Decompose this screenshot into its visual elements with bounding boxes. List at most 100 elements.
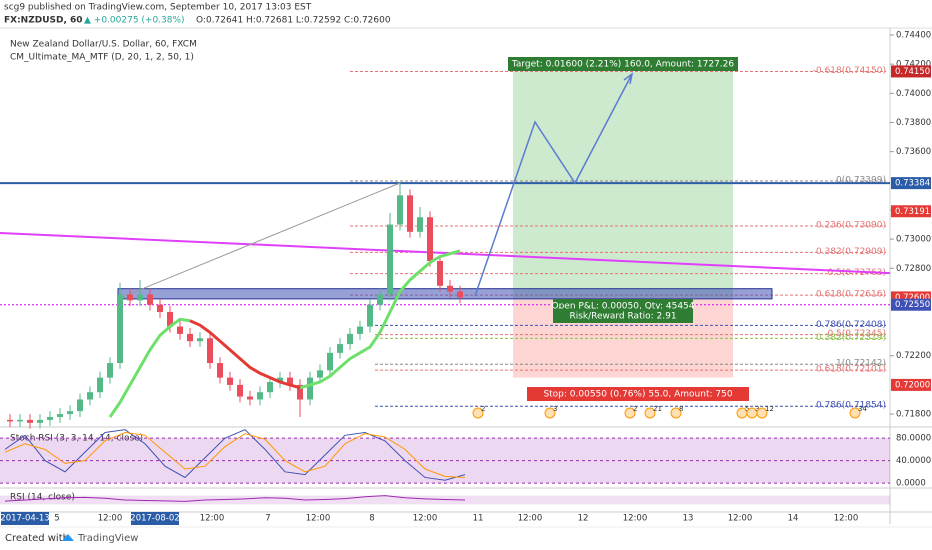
- candle-body: [347, 333, 353, 345]
- candle-body: [97, 377, 103, 393]
- event-label: 2: [633, 405, 637, 413]
- fib-label: 0.5(0.72763): [827, 268, 886, 278]
- event-icon: [472, 407, 484, 419]
- support-zone: [117, 288, 773, 300]
- candle-body: [417, 217, 423, 232]
- ma-line: [108, 249, 461, 418]
- candle-body: [327, 352, 333, 371]
- event-label: 21: [653, 405, 662, 413]
- event-label: 34: [858, 405, 867, 413]
- price-tag-label: 0.72600: [895, 293, 930, 303]
- rr-label-box: [553, 309, 693, 323]
- fib-label: 0.236(0.73090): [816, 220, 886, 230]
- chart-title: New Zealand Dollar/U.S. Dollar, 60, FXCM: [10, 40, 197, 50]
- candle-body: [147, 294, 153, 305]
- fib-label: 0.382(0.72319): [816, 333, 886, 343]
- event-icon: [849, 407, 861, 419]
- event-label: 3: [553, 405, 557, 413]
- candle-body: [387, 224, 393, 295]
- event-label: 3: [755, 405, 759, 413]
- candle-body: [357, 326, 363, 334]
- x-tick-label: 12:00: [413, 514, 438, 524]
- fib-label: 0.786(0.72408): [816, 320, 886, 330]
- candle-body: [207, 338, 213, 364]
- y-tick-label: 0.74000: [896, 89, 931, 99]
- candle-body: [257, 392, 263, 400]
- candle-body: [67, 411, 73, 415]
- candle-body: [157, 304, 163, 313]
- price-tag: [891, 177, 931, 190]
- stoch-k: [4, 429, 466, 481]
- price-tag: [891, 298, 931, 311]
- candle-body: [17, 419, 23, 422]
- event-label: 2: [481, 405, 485, 413]
- candle-body: [267, 381, 273, 393]
- candle-body: [217, 363, 223, 378]
- logo: [62, 534, 74, 541]
- candle-body: [87, 392, 93, 400]
- x-tick-label: 12: [578, 514, 589, 524]
- candle-body: [287, 377, 293, 385]
- candle-body: [397, 195, 403, 225]
- stop-label: Stop: 0.00550 (0.76%) 55.0, Amount: 750: [543, 390, 732, 400]
- ohlc: O:0.72641 H:0.72681 L:0.72592 C:0.72600: [196, 16, 391, 26]
- x-tick-label: 12:00: [200, 514, 225, 524]
- candle-body: [167, 312, 173, 327]
- candle-body: [277, 377, 283, 382]
- date-box: [131, 512, 179, 525]
- price-tag-label: 0.72550: [895, 300, 930, 310]
- x-tick-label: 12:00: [834, 514, 859, 524]
- price-tag-label: 0.74150: [895, 67, 930, 77]
- candle-body: [307, 377, 313, 400]
- candle-body: [187, 333, 193, 342]
- candle-body: [137, 294, 143, 301]
- candle-body: [457, 291, 463, 298]
- candle-body: [27, 419, 33, 423]
- x-tick-label: 12:00: [98, 514, 123, 524]
- event-label: 12: [765, 405, 774, 413]
- candle-body: [77, 399, 83, 412]
- candle-body: [297, 384, 303, 400]
- x-tick-label: 8: [369, 514, 374, 524]
- rsi-title: RSI (14, close): [10, 493, 75, 503]
- fib-label: 0.618(0.72616): [816, 290, 886, 300]
- target-label: Target: 0.01600 (2.21%) 160.0, Amount: 1…: [511, 60, 735, 70]
- x-tick-label: 12:00: [306, 514, 331, 524]
- y-tick-label: 0.72800: [896, 264, 931, 274]
- footer-created: Created with: [5, 533, 69, 544]
- change: ▲ +0.00275 (+0.38%): [84, 16, 185, 26]
- candle-body: [447, 285, 453, 292]
- event-icon: [624, 407, 636, 419]
- x-tick-label: 2017-04-13: [0, 514, 49, 524]
- candle-body: [57, 414, 63, 417]
- footer-brand: TradingView: [77, 533, 138, 544]
- fib-label: 1(0.72142): [836, 359, 886, 369]
- publisher: scg9 published on TradingView.com, Septe…: [4, 3, 312, 13]
- fib-label: 0.5(0.72345): [827, 329, 886, 339]
- date-box: [1, 512, 49, 525]
- candle-body: [107, 363, 113, 378]
- stoch-tick-label: 80.0000: [896, 434, 931, 444]
- fib-label: 0(0.73399): [836, 175, 886, 185]
- candle-body: [367, 304, 373, 327]
- x-tick-label: 7: [265, 514, 270, 524]
- event-icon: [544, 407, 556, 419]
- price-tag: [891, 378, 931, 391]
- candle-body: [317, 370, 323, 378]
- y-tick-label: 0.72200: [896, 351, 931, 361]
- x-tick-label: 12:00: [518, 514, 543, 524]
- rsi-line: [4, 495, 466, 502]
- pnl-label: Open P&L: 0.00050, Qty: 45454: [552, 302, 695, 312]
- candle-body: [437, 260, 443, 286]
- y-tick-label: 0.73800: [896, 118, 931, 128]
- stop-label-box: [527, 387, 749, 401]
- y-tick-label: 0.73000: [896, 235, 931, 245]
- x-tick-label: 12:00: [623, 514, 648, 524]
- price-tag: [891, 65, 931, 78]
- ma-line: [189, 319, 301, 390]
- projection: [474, 73, 633, 297]
- candle-body: [47, 416, 53, 420]
- y-tick-label: 0.74200: [896, 60, 931, 70]
- x-tick-label: 5: [54, 514, 59, 524]
